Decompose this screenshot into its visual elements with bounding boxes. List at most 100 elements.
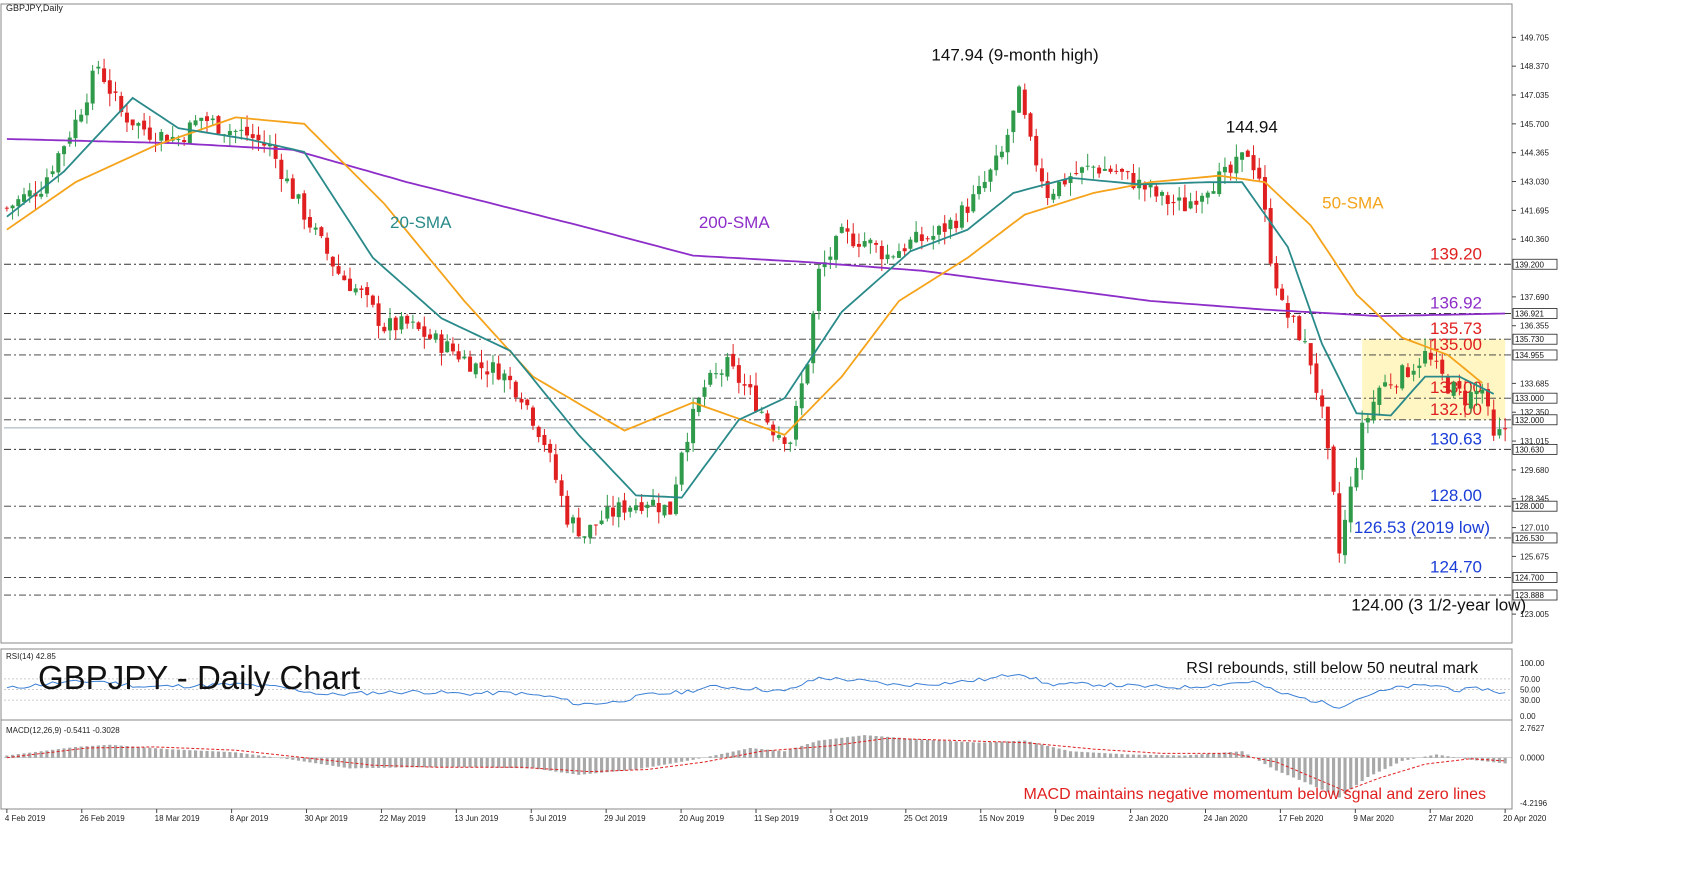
candle-body [1205,192,1210,198]
candle-body [502,373,507,381]
candle-body [1405,367,1410,377]
candle-body [393,317,398,331]
candle-body [62,146,67,155]
candle-body [1417,365,1422,368]
level-axis-tag-text: 132.000 [1515,416,1544,425]
candle-body [456,351,461,360]
candle-body [1142,182,1147,190]
candle-body [302,193,307,220]
candle-body [811,313,816,364]
candle-body [805,364,810,384]
chart-title: GBPJPY - Daily Chart [38,659,360,696]
candle-body [1480,389,1485,394]
price-axis-label: 149.705 [1520,33,1549,42]
annotation-sma200: 200-SMA [699,213,771,232]
candle-body [776,435,781,438]
candle-body [1211,191,1216,194]
macd-note: MACD maintains negative momentum below s… [1024,786,1486,803]
candle-body [748,384,753,388]
candle-body [267,144,272,147]
price-axis-label: 133.685 [1520,379,1549,388]
candle-body [1274,263,1279,289]
candle-body [576,517,581,537]
candle-body [914,231,919,243]
rsi-axis-label: 0.00 [1520,712,1536,721]
candle-body [1434,360,1439,362]
sma200-line [6,138,1506,318]
time-axis-label: 27 Mar 2020 [1428,814,1473,823]
candle-body [736,365,741,383]
candle-body [1182,197,1187,212]
annotation-peak: 144.94 [1226,117,1278,136]
candle-body [519,398,524,403]
candle-body [359,288,364,290]
candle-body [73,119,78,139]
candle-body [245,126,250,136]
rsi-line [6,673,1506,709]
candle-body [959,205,964,228]
candle-body [656,502,661,513]
candle-body [839,226,844,233]
candle-body [639,502,644,511]
candle-body [330,256,335,267]
candle-body [856,243,861,247]
candle-body [1423,350,1428,364]
rsi-header: RSI(14) 42.85 [6,652,56,661]
candle-body [147,127,152,140]
macd-axis-label: 2.7627 [1520,724,1545,733]
level-label: 133.00 [1430,378,1482,397]
candle-body [1222,166,1227,173]
candle-body [416,322,421,330]
candle-body [685,441,690,453]
candle-body [542,434,547,446]
candle-body [1119,168,1124,172]
candle-body [1017,86,1022,113]
candle-body [136,123,141,126]
candle-body [285,178,290,182]
candle-body [582,536,587,538]
candle-body [1228,164,1233,173]
candle-body [691,408,696,444]
candle-body [988,169,993,182]
level-axis-tag-text: 130.630 [1515,445,1544,454]
candle-body [651,499,656,506]
time-axis-label: 24 Jan 2020 [1203,814,1248,823]
candle-body [319,227,324,237]
candle-body [834,236,839,260]
candle-body [891,256,896,258]
candle-body [977,186,982,195]
candle-body [1440,359,1445,374]
candle-body [1148,184,1153,188]
candle-body [1079,167,1084,173]
candle-body [845,228,850,232]
candle-body [885,254,890,260]
candle-body [1034,135,1039,166]
candle-body [599,520,604,524]
candle-body [593,524,598,526]
candle-body [896,251,901,258]
candle-body [1411,370,1416,375]
candle-body [176,139,181,141]
candle-body [1068,176,1073,183]
candle-body [799,383,804,409]
candle-body [1039,168,1044,182]
candle-body [708,372,713,385]
time-axis-label: 22 May 2019 [379,814,426,823]
level-label: 135.00 [1430,335,1482,354]
candle-body [868,239,873,244]
candle-body [765,413,770,423]
candle-body [1343,519,1348,556]
annotation-sma50: 50-SMA [1322,194,1384,213]
candle-body [513,381,518,398]
time-axis-label: 11 Sep 2019 [754,814,799,823]
candle-body [365,287,370,296]
candle-body [107,80,112,94]
candle-body [954,220,959,229]
candle-body [210,118,215,121]
candle-body [84,102,89,116]
candle-body [1194,200,1199,205]
symbol-header: GBPJPY,Daily [6,3,63,13]
candle-body [1302,341,1307,343]
candle-body [874,242,879,245]
level-label: 135.73 [1430,319,1482,338]
